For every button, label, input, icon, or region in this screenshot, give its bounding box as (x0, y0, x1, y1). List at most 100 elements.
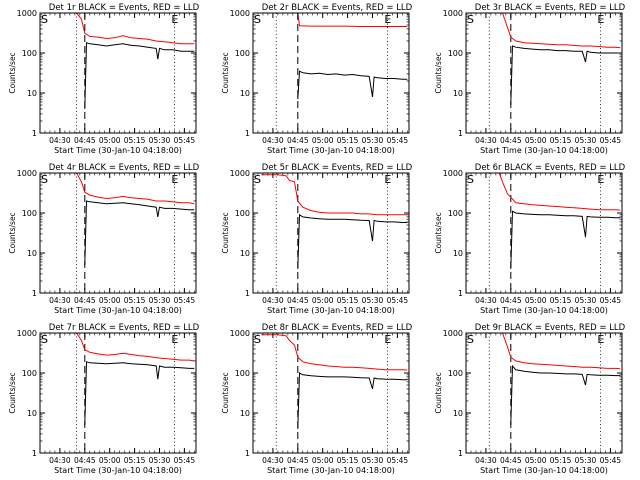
x-tick-label: 05:00 (312, 456, 334, 465)
series-line-lld (276, 13, 408, 27)
x-tick-label: 04:30 (475, 296, 497, 305)
y-tick-label: 1 (245, 129, 250, 138)
x-axis-label: Start Time (30-Jan-10 04:18:00) (54, 466, 182, 475)
chart-title: Det 4r BLACK = Events, RED = LLD (49, 163, 200, 173)
series-line-lld (489, 173, 621, 211)
x-tick-label: 05:45 (174, 296, 196, 305)
series-line-lld (489, 333, 621, 370)
y-tick-label: 1 (32, 129, 37, 138)
start-marker: S (467, 173, 474, 186)
x-tick-label: 04:45 (74, 296, 96, 305)
chart-title: Det 8r BLACK = Events, RED = LLD (262, 323, 413, 333)
x-tick-label: 05:30 (575, 136, 597, 145)
y-tick-label: 10 (453, 89, 463, 98)
x-tick-label: 04:30 (49, 136, 71, 145)
start-marker: S (41, 173, 48, 186)
x-axis-label: Start Time (30-Jan-10 04:18:00) (267, 466, 395, 475)
y-tick-label: 10 (27, 409, 37, 418)
x-axis-label: Start Time (30-Jan-10 04:18:00) (54, 146, 182, 155)
y-tick-label: 10 (27, 89, 37, 98)
chart-panel-6: Det 6r BLACK = Events, RED = LLD 1 10 100 10… (434, 163, 626, 315)
end-marker: E (597, 13, 604, 26)
x-axis-label: Start Time (30-Jan-10 04:18:00) (267, 146, 395, 155)
chart-title: Det 2r BLACK = Events, RED = LLD (262, 3, 413, 13)
chart-panel-2: Det 2r BLACK = Events, RED = LLD 1 10 100 10… (221, 3, 413, 155)
x-tick-label: 04:30 (262, 136, 284, 145)
end-marker: E (384, 13, 391, 26)
y-tick-label: 1 (32, 449, 37, 458)
x-tick-label: 05:15 (550, 296, 572, 305)
start-marker: S (254, 173, 261, 186)
y-tick-label: 1000 (443, 9, 463, 18)
y-tick-label: 1000 (443, 329, 463, 338)
y-tick-label: 100 (448, 369, 463, 378)
series-line-lld (76, 13, 195, 45)
series-line-events (510, 210, 621, 269)
y-tick-label: 100 (235, 209, 250, 218)
y-tick-label: 10 (27, 249, 37, 258)
plot-frame (39, 12, 197, 134)
y-tick-label: 100 (448, 49, 463, 58)
series-line-events (510, 364, 621, 426)
series-line-lld (261, 334, 408, 371)
y-tick-label: 100 (22, 369, 37, 378)
start-marker: S (467, 13, 474, 26)
x-tick-label: 04:45 (287, 296, 309, 305)
end-marker: E (171, 173, 178, 186)
chart-panel-4: Det 4r BLACK = Events, RED = LLD 1 10 100 10… (8, 163, 200, 315)
plot-frame (39, 172, 197, 294)
x-tick-label: 05:00 (312, 296, 334, 305)
x-tick-label: 05:45 (174, 136, 196, 145)
x-axis-label: Start Time (30-Jan-10 04:18:00) (480, 306, 608, 315)
x-tick-label: 05:00 (99, 456, 121, 465)
x-tick-label: 04:45 (74, 136, 96, 145)
x-tick-label: 04:30 (49, 296, 71, 305)
x-tick-label: 05:00 (525, 296, 547, 305)
x-tick-label: 05:45 (600, 296, 622, 305)
y-tick-label: 1000 (17, 9, 37, 18)
start-marker: S (467, 333, 474, 346)
x-tick-label: 05:30 (362, 136, 384, 145)
y-tick-label: 100 (235, 369, 250, 378)
x-tick-label: 04:30 (262, 296, 284, 305)
plot-frame (252, 12, 410, 134)
start-marker: S (41, 333, 48, 346)
chart-panel-7: Det 7r BLACK = Events, RED = LLD 1 10 100 10… (8, 323, 200, 475)
x-tick-label: 04:45 (287, 456, 309, 465)
x-tick-label: 05:30 (362, 456, 384, 465)
start-marker: S (254, 13, 261, 26)
x-axis-label: Start Time (30-Jan-10 04:18:00) (480, 466, 608, 475)
y-axis-label: Counts/sec (434, 52, 443, 93)
x-tick-label: 05:30 (149, 296, 171, 305)
x-tick-label: 04:45 (74, 456, 96, 465)
y-tick-label: 1 (245, 449, 250, 458)
start-marker: S (254, 333, 261, 346)
y-tick-label: 10 (240, 89, 250, 98)
plot-frame (465, 12, 623, 134)
y-tick-label: 1 (458, 449, 463, 458)
series-line-lld (76, 333, 195, 362)
y-tick-label: 1 (32, 289, 37, 298)
y-tick-label: 100 (22, 49, 37, 58)
x-tick-label: 05:45 (387, 456, 409, 465)
y-axis-label: Counts/sec (434, 372, 443, 413)
chart-panel-3: Det 3r BLACK = Events, RED = LLD 1 10 100 10… (434, 3, 626, 155)
series-line-events (297, 213, 408, 269)
y-tick-label: 10 (240, 409, 250, 418)
y-tick-label: 1000 (230, 9, 250, 18)
x-tick-label: 05:15 (124, 296, 146, 305)
y-axis-label: Counts/sec (434, 212, 443, 253)
x-tick-label: 04:30 (475, 136, 497, 145)
y-tick-label: 1 (458, 129, 463, 138)
y-axis-label: Counts/sec (8, 52, 17, 93)
x-tick-label: 05:45 (600, 456, 622, 465)
y-axis-label: Counts/sec (8, 372, 17, 413)
plot-frame (252, 172, 410, 294)
end-marker: E (597, 173, 604, 186)
x-tick-label: 05:45 (387, 136, 409, 145)
chart-panel-8: Det 8r BLACK = Events, RED = LLD 1 10 100 10… (221, 323, 413, 475)
y-axis-label: Counts/sec (8, 212, 17, 253)
series-line-lld (261, 174, 408, 216)
y-axis-label: Counts/sec (221, 372, 230, 413)
x-tick-label: 05:45 (174, 456, 196, 465)
